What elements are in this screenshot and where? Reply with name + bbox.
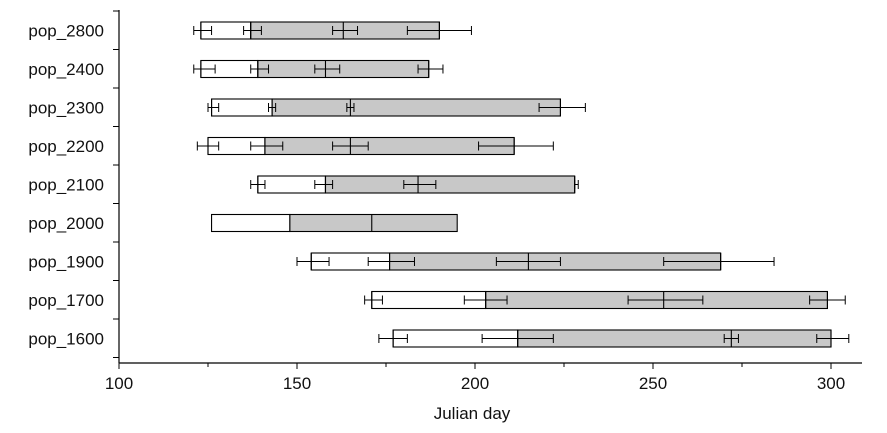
bar-row-pop_2200 bbox=[196, 136, 554, 156]
bar-row-pop_2800 bbox=[193, 21, 472, 40]
bar-phase2-pop_2100 bbox=[324, 175, 576, 194]
y-tick-label-pop_2100: pop_2100 bbox=[28, 176, 104, 195]
y-tick-label-pop_2400: pop_2400 bbox=[28, 60, 104, 79]
x-tick-label-300: 300 bbox=[817, 374, 845, 393]
x-tick-label-100: 100 bbox=[105, 374, 133, 393]
y-tick-label-pop_2200: pop_2200 bbox=[28, 137, 104, 156]
x-axis-label: Julian day bbox=[434, 404, 511, 423]
bar-row-pop_2000 bbox=[211, 213, 458, 233]
y-tick-label-pop_2000: pop_2000 bbox=[28, 214, 104, 233]
bar-row-pop_2100 bbox=[250, 175, 579, 194]
bar-phase2-pop_1600 bbox=[517, 329, 832, 348]
x-tick-label-200: 200 bbox=[461, 374, 489, 393]
bar-phase1-pop_2300 bbox=[211, 98, 273, 117]
bar-phase2-pop_2300 bbox=[271, 98, 561, 117]
axes bbox=[113, 10, 862, 369]
x-tick-label-250: 250 bbox=[639, 374, 667, 393]
bar-phase2-pop_2200 bbox=[264, 136, 515, 156]
bar-row-pop_1900 bbox=[296, 252, 775, 271]
y-tick-label-pop_2300: pop_2300 bbox=[28, 99, 104, 118]
x-tick-labels: 100 150 200 250 300 bbox=[105, 374, 845, 393]
bar-phase1-pop_2000 bbox=[211, 213, 291, 233]
bar-row-pop_2400 bbox=[193, 59, 444, 79]
bar-phase2-pop_2400 bbox=[257, 59, 430, 79]
bar-row-pop_1700 bbox=[364, 290, 846, 310]
bar-row-pop_1600 bbox=[378, 329, 850, 348]
x-tick-label-150: 150 bbox=[283, 374, 311, 393]
bars-layer bbox=[193, 21, 850, 348]
bar-row-pop_2300 bbox=[207, 98, 586, 117]
y-tick-label-pop_2800: pop_2800 bbox=[28, 22, 104, 41]
y-tick-label-pop_1700: pop_1700 bbox=[28, 291, 104, 310]
y-tick-label-pop_1900: pop_1900 bbox=[28, 253, 104, 272]
y-tick-labels: pop_2800 pop_2400 pop_2300 pop_2200 pop_2100… bbox=[28, 22, 104, 349]
bar-phase2-pop_2000 bbox=[289, 213, 458, 233]
y-tick-label-pop_1600: pop_1600 bbox=[28, 330, 104, 349]
